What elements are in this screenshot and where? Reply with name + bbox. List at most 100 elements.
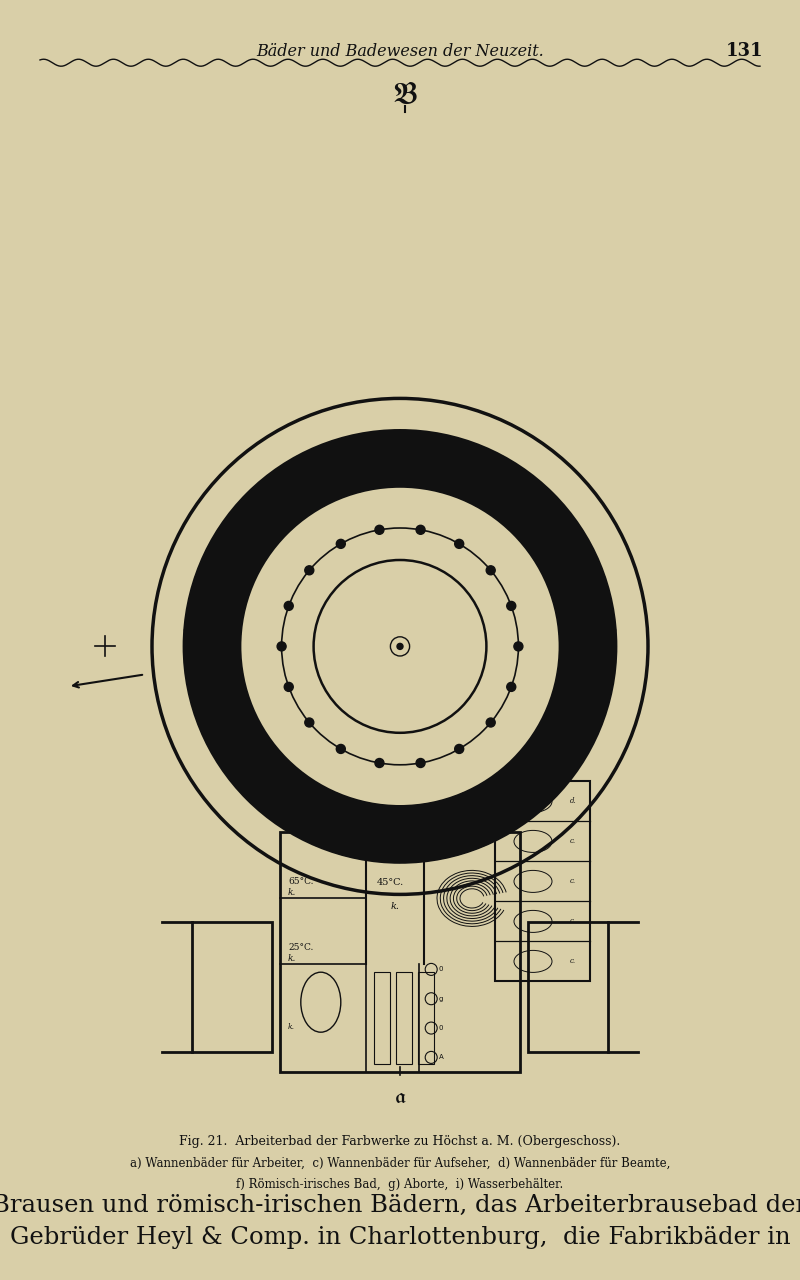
Text: c.: c. xyxy=(570,957,576,965)
Text: 65°C.: 65°C. xyxy=(288,877,314,886)
Bar xyxy=(495,781,590,982)
Circle shape xyxy=(454,539,464,548)
Circle shape xyxy=(336,745,346,754)
Text: c.: c. xyxy=(570,877,576,886)
Wedge shape xyxy=(401,433,452,454)
Bar xyxy=(374,973,390,1065)
Circle shape xyxy=(375,759,384,768)
Text: a) Wannenbäder für Arbeiter,  c) Wannenbäder für Aufseher,  d) Wannenbäder für B: a) Wannenbäder für Arbeiter, c) Wannenbä… xyxy=(130,1157,670,1170)
Wedge shape xyxy=(298,439,350,472)
Text: a.: a. xyxy=(220,652,226,659)
Text: $\mathfrak{a}$: $\mathfrak{a}$ xyxy=(394,1088,406,1107)
Circle shape xyxy=(277,641,286,652)
Wedge shape xyxy=(186,631,205,682)
Text: a.: a. xyxy=(273,769,279,777)
Circle shape xyxy=(514,641,523,652)
Circle shape xyxy=(454,745,464,754)
Text: d.: d. xyxy=(570,797,576,805)
Text: a.: a. xyxy=(461,477,468,485)
Text: a.: a. xyxy=(500,499,506,507)
Wedge shape xyxy=(556,728,594,778)
Text: a.: a. xyxy=(570,607,577,616)
Text: a.: a. xyxy=(532,529,539,536)
Wedge shape xyxy=(495,460,545,500)
Wedge shape xyxy=(255,460,305,500)
Circle shape xyxy=(416,525,425,534)
Text: a.: a. xyxy=(308,795,314,804)
Text: e.: e. xyxy=(470,815,477,823)
Text: a.: a. xyxy=(486,795,492,804)
Wedge shape xyxy=(566,531,602,582)
Text: c.: c. xyxy=(354,826,361,833)
Text: a.: a. xyxy=(556,566,563,573)
Wedge shape xyxy=(206,728,244,778)
Circle shape xyxy=(305,718,314,727)
Circle shape xyxy=(305,566,314,575)
Wedge shape xyxy=(271,805,322,844)
Wedge shape xyxy=(190,681,219,733)
Text: a.: a. xyxy=(574,652,580,659)
Text: a.: a. xyxy=(548,735,554,742)
Text: a.: a. xyxy=(332,477,339,485)
Circle shape xyxy=(184,430,616,863)
Text: 0: 0 xyxy=(439,1025,443,1032)
Circle shape xyxy=(240,486,560,806)
Circle shape xyxy=(416,759,425,768)
Wedge shape xyxy=(198,531,234,582)
Text: a.: a. xyxy=(237,566,244,573)
Text: Gebrüder Heyl & Comp. in Charlottenburg,  die Fabrikbäder in: Gebrüder Heyl & Comp. in Charlottenburg,… xyxy=(10,1226,790,1249)
Wedge shape xyxy=(588,579,614,630)
Wedge shape xyxy=(186,579,212,630)
Wedge shape xyxy=(221,490,265,538)
Circle shape xyxy=(486,566,495,575)
Text: 131: 131 xyxy=(726,42,762,60)
Wedge shape xyxy=(521,771,567,817)
Text: c.: c. xyxy=(384,829,390,838)
Circle shape xyxy=(284,682,294,691)
Text: 0: 0 xyxy=(439,966,443,973)
Text: k.: k. xyxy=(390,902,400,911)
Bar xyxy=(192,923,272,1052)
Wedge shape xyxy=(348,433,399,454)
Text: Fig. 21.  Arbeiterbad der Farbwerke zu Höchst a. M. (Obergeschoss).: Fig. 21. Arbeiterbad der Farbwerke zu Hö… xyxy=(179,1135,621,1148)
Text: c.: c. xyxy=(414,829,419,837)
Text: a.: a. xyxy=(418,467,426,475)
Text: f) Römisch-irisches Bad,  g) Aborte,  i) Wasserbehälter.: f) Römisch-irisches Bad, g) Aborte, i) W… xyxy=(236,1179,564,1192)
Text: k.: k. xyxy=(288,888,296,897)
Text: Bäder und Badewesen der Neuzeit.: Bäder und Badewesen der Neuzeit. xyxy=(256,42,544,60)
Text: k.: k. xyxy=(288,1023,295,1032)
Wedge shape xyxy=(595,631,614,682)
Circle shape xyxy=(506,682,516,691)
Text: A: A xyxy=(439,1055,443,1060)
Text: e.: e. xyxy=(442,824,449,833)
Text: a.: a. xyxy=(246,735,252,742)
Text: Brausen und römisch-irischen Bädern, das Arbeiterbrausebad der: Brausen und römisch-irischen Bädern, das… xyxy=(0,1194,800,1217)
Circle shape xyxy=(336,539,346,548)
Bar xyxy=(418,973,434,1065)
Text: a.: a. xyxy=(566,694,573,703)
Bar xyxy=(528,923,608,1052)
Text: c.: c. xyxy=(570,837,576,845)
Text: 25°C.: 25°C. xyxy=(288,943,314,952)
Circle shape xyxy=(486,718,495,727)
Wedge shape xyxy=(478,805,529,844)
Text: $\mathfrak{B}$: $\mathfrak{B}$ xyxy=(392,82,418,110)
Wedge shape xyxy=(581,681,610,733)
Text: 45°C.: 45°C. xyxy=(377,878,404,887)
Wedge shape xyxy=(316,794,484,863)
Wedge shape xyxy=(535,490,579,538)
Text: a.: a. xyxy=(294,499,300,507)
Text: g: g xyxy=(439,996,443,1002)
Wedge shape xyxy=(233,771,279,817)
Circle shape xyxy=(375,525,384,534)
Bar xyxy=(280,832,520,1073)
Text: a.: a. xyxy=(374,467,382,475)
Text: a.: a. xyxy=(521,769,527,777)
Text: a.: a. xyxy=(223,607,230,616)
Circle shape xyxy=(284,602,294,611)
Bar xyxy=(397,973,413,1065)
Text: k.: k. xyxy=(288,955,296,964)
Circle shape xyxy=(397,644,403,649)
Wedge shape xyxy=(450,439,502,472)
Circle shape xyxy=(506,602,516,611)
